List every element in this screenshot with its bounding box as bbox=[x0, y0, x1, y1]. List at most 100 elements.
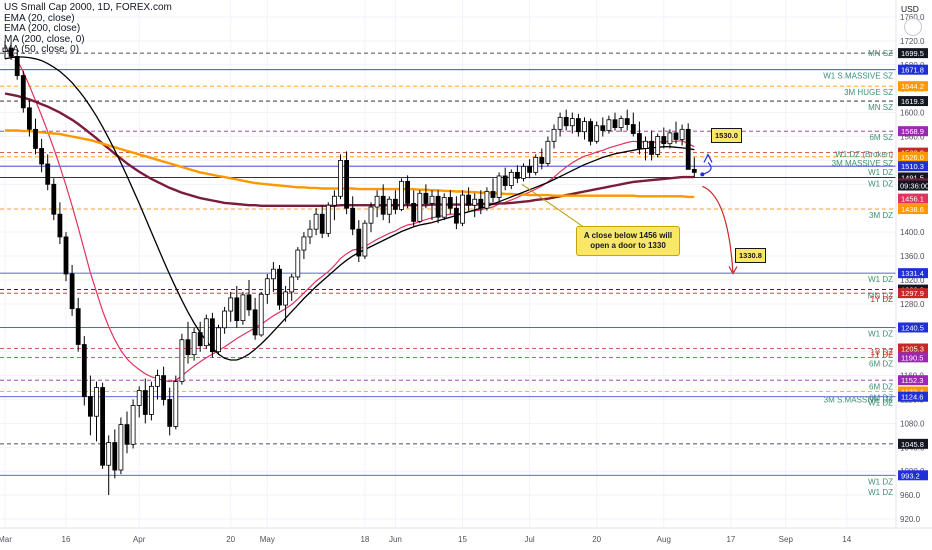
callout-down[interactable]: 1330.8 bbox=[735, 248, 766, 263]
price-tick: 960.0 bbox=[900, 491, 921, 500]
price-tag bbox=[898, 126, 928, 137]
time-tick: 15 bbox=[458, 535, 467, 544]
candle-body bbox=[88, 396, 93, 417]
candle-body bbox=[307, 228, 313, 238]
legend-ma50[interactable]: MA (50, close, 0) bbox=[4, 44, 80, 55]
candle-body bbox=[344, 160, 350, 209]
level-label: W1 DZ bbox=[868, 477, 893, 486]
candle-body bbox=[362, 222, 368, 257]
legend-ema20[interactable]: EMA (20, close) bbox=[4, 12, 75, 24]
candle-body bbox=[551, 128, 557, 142]
candle-body bbox=[148, 385, 154, 415]
candle-body bbox=[118, 424, 124, 471]
candle-body bbox=[203, 318, 209, 347]
candle-body bbox=[26, 107, 32, 130]
level-label: 1Y DZ bbox=[870, 348, 893, 357]
candle-body bbox=[588, 121, 593, 142]
level-label: W1 DZ bbox=[868, 488, 893, 497]
candle-body bbox=[508, 171, 514, 186]
ma-line-2 bbox=[5, 129, 695, 199]
candle-body bbox=[191, 332, 197, 356]
grid bbox=[0, 0, 896, 528]
candle-body bbox=[240, 294, 246, 321]
candle-body bbox=[392, 198, 398, 210]
price-tag bbox=[898, 322, 928, 333]
legend-ema200[interactable]: EMA (200, close) bbox=[4, 23, 81, 34]
projection-dot bbox=[700, 172, 705, 177]
price-tick: 1080.0 bbox=[900, 419, 925, 428]
callout-up[interactable]: 1530.0 bbox=[711, 128, 742, 143]
level-label: W1 DZ bbox=[868, 275, 893, 284]
price-tag-text: 1699.5 bbox=[901, 49, 924, 58]
price-tag bbox=[898, 391, 928, 402]
candle-body bbox=[75, 308, 81, 345]
legend-ma200[interactable]: MA (200, close, 0) bbox=[4, 33, 85, 45]
candle-body bbox=[612, 119, 618, 128]
level-label: 3M S.MASSIVE DZ bbox=[824, 395, 893, 404]
candle-body bbox=[234, 297, 240, 321]
candle-body bbox=[405, 180, 411, 204]
candle-body bbox=[356, 228, 362, 257]
level-label: MN DZ bbox=[868, 292, 893, 301]
candle-body bbox=[399, 180, 404, 210]
level-label: W1 DZ (Broken) bbox=[835, 150, 893, 159]
candle-body bbox=[155, 375, 160, 387]
candle-body bbox=[386, 198, 392, 215]
candle-body bbox=[539, 157, 545, 164]
price-tick: 1280.0 bbox=[900, 300, 925, 309]
candle-body bbox=[216, 327, 221, 353]
time-tick: Sep bbox=[779, 535, 794, 544]
candle-body bbox=[100, 387, 105, 466]
price-tag-text: 1240.5 bbox=[901, 323, 924, 332]
chart-legend: US Small Cap 2000, 1D, FOREX.com EMA (20… bbox=[4, 2, 172, 56]
candle-body bbox=[606, 119, 612, 131]
candle-body bbox=[325, 204, 331, 234]
candle-body bbox=[563, 116, 569, 127]
ma-line-0 bbox=[4, 48, 695, 383]
candle-body bbox=[319, 213, 325, 234]
price-tag-text: 1526.0 bbox=[901, 153, 924, 162]
level-label: MN SZ bbox=[868, 49, 893, 58]
price-tag-text: 1644.2 bbox=[901, 82, 924, 91]
level-label: 6M DZ bbox=[869, 393, 893, 402]
candle-body bbox=[331, 195, 337, 206]
candle-body bbox=[39, 148, 44, 165]
candle-body bbox=[45, 163, 51, 185]
candle-body bbox=[270, 268, 276, 280]
annotation-note[interactable]: A close below 1456 will open a door to 1… bbox=[576, 226, 680, 256]
candle-body bbox=[447, 197, 453, 209]
candle-body bbox=[521, 165, 526, 179]
price-tag-text: 1438.6 bbox=[901, 205, 924, 214]
price-tag-text: 1491.5 bbox=[901, 173, 924, 182]
level-label: MN SZ bbox=[868, 103, 893, 112]
clock-icon[interactable] bbox=[904, 18, 922, 36]
candle-body bbox=[490, 191, 496, 198]
candle-body bbox=[441, 197, 447, 218]
time-tick: 17 bbox=[726, 535, 735, 544]
clock-tag-text: 09:36:00 bbox=[900, 182, 929, 191]
level-label: W1 S.MASSIVE SZ bbox=[823, 72, 893, 81]
price-tag bbox=[898, 343, 928, 354]
candle-body bbox=[478, 198, 484, 209]
candle-body bbox=[94, 387, 99, 417]
candle-body bbox=[374, 195, 380, 208]
level-label: 6M DZ bbox=[869, 382, 893, 391]
candle-body bbox=[63, 236, 69, 275]
candle-body bbox=[173, 381, 179, 427]
candle-body bbox=[637, 133, 642, 149]
candle-body bbox=[679, 128, 685, 140]
candle-body bbox=[185, 339, 191, 356]
time-tick: 20 bbox=[226, 535, 235, 544]
candle-body bbox=[179, 339, 185, 382]
price-tick: 1720.0 bbox=[900, 37, 925, 46]
price-tag-text: 1671.8 bbox=[901, 66, 924, 75]
candle-body bbox=[20, 75, 26, 109]
candle-body bbox=[661, 136, 667, 145]
legend-title: US Small Cap 2000, 1D, FOREX.com bbox=[4, 2, 172, 13]
candle-body bbox=[167, 399, 173, 427]
price-tag bbox=[898, 64, 928, 75]
candle-body bbox=[350, 207, 356, 230]
price-tag bbox=[898, 48, 928, 59]
candle-body bbox=[14, 56, 20, 76]
